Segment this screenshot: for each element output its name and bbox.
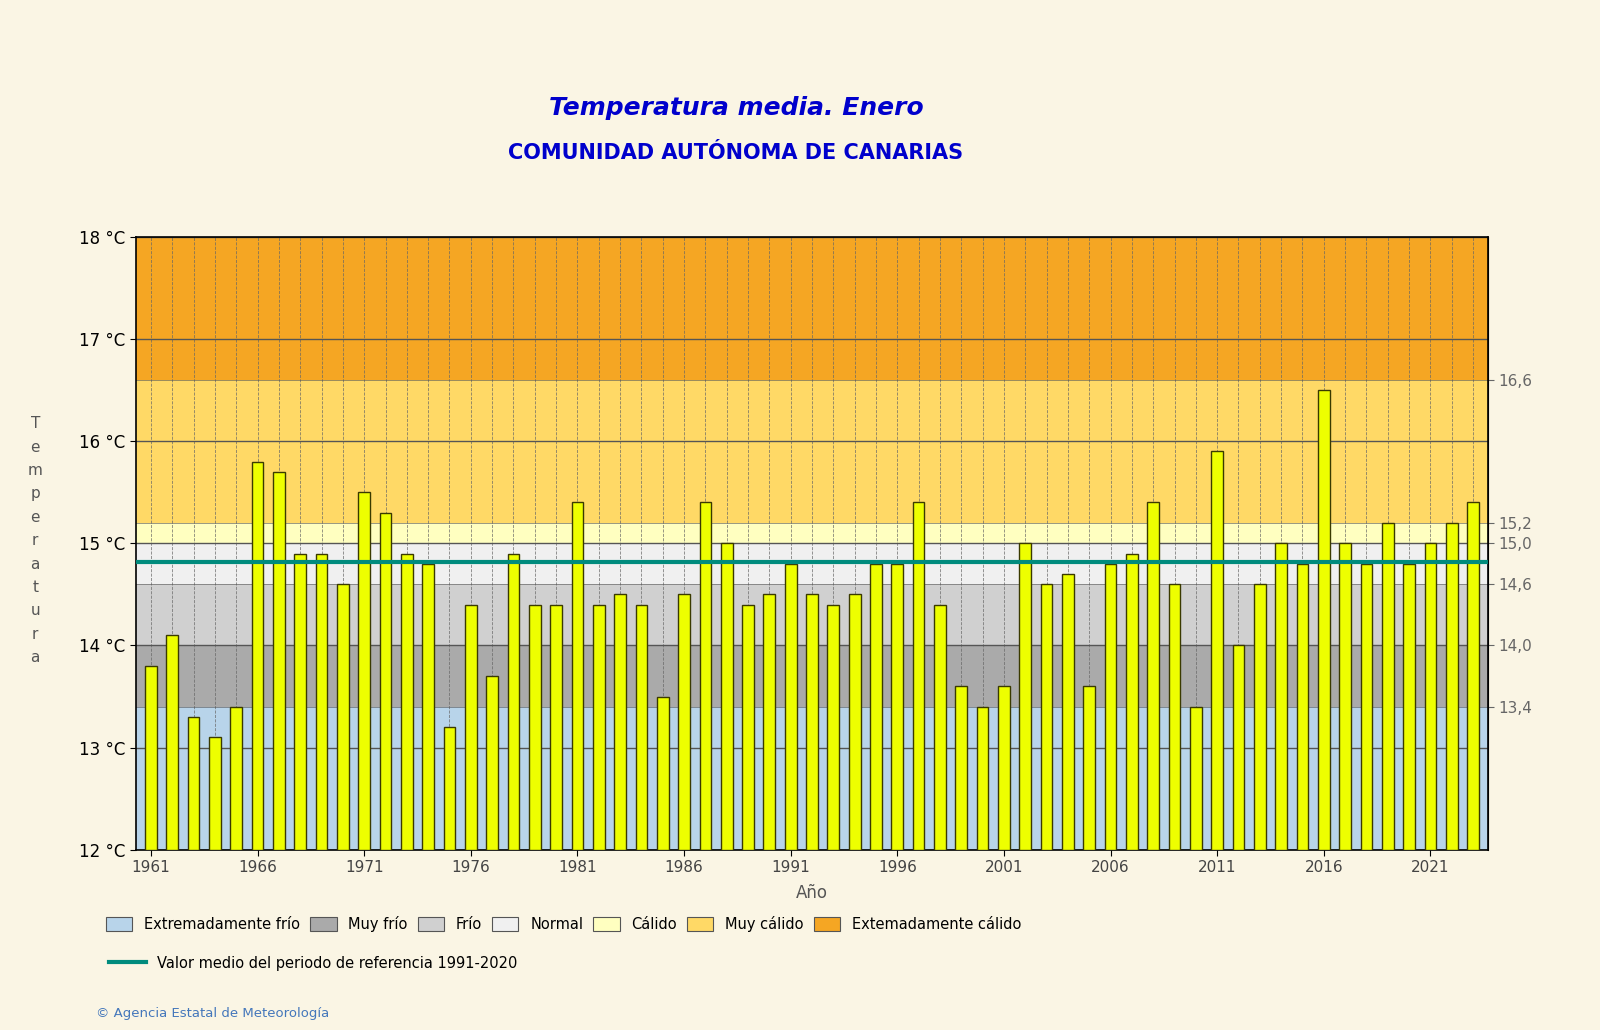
Bar — [230, 707, 242, 850]
Bar — [187, 717, 200, 850]
Bar — [136, 584, 1488, 646]
Bar — [614, 594, 626, 850]
Bar — [934, 605, 946, 850]
Bar — [594, 605, 605, 850]
Bar — [466, 605, 477, 850]
Legend: Extremadamente frío, Muy frío, Frío, Normal, Cálido, Muy cálido, Extemadamente c: Extremadamente frío, Muy frío, Frío, Nor… — [104, 914, 1024, 935]
Bar — [507, 553, 520, 850]
Bar — [1318, 390, 1330, 850]
Bar — [763, 594, 776, 850]
Legend: Valor medio del periodo de referencia 1991-2020: Valor medio del periodo de referencia 19… — [104, 950, 523, 976]
Bar — [315, 553, 328, 850]
Bar — [848, 594, 861, 850]
Bar — [358, 492, 370, 850]
Bar — [136, 523, 1488, 544]
Bar — [1360, 563, 1373, 850]
Bar — [1062, 574, 1074, 850]
Bar — [136, 380, 1488, 523]
Bar — [806, 594, 818, 850]
Bar — [1168, 584, 1181, 850]
Text: COMUNIDAD AUTÓNOMA DE CANARIAS: COMUNIDAD AUTÓNOMA DE CANARIAS — [509, 143, 963, 164]
Bar — [722, 544, 733, 850]
Bar — [166, 636, 178, 850]
Bar — [658, 696, 669, 850]
Bar — [1211, 451, 1222, 850]
Bar — [550, 605, 562, 850]
Bar — [136, 707, 1488, 850]
Bar — [699, 503, 712, 850]
Bar — [210, 737, 221, 850]
Text: T
e
m
p
e
r
a
t
u
r
a: T e m p e r a t u r a — [27, 416, 43, 665]
Bar — [338, 584, 349, 850]
Bar — [1126, 553, 1138, 850]
Bar — [422, 563, 434, 850]
Bar — [1382, 523, 1394, 850]
Text: Temperatura media. Enero: Temperatura media. Enero — [549, 96, 923, 121]
Bar — [870, 563, 882, 850]
Bar — [251, 461, 264, 850]
Text: © Agencia Estatal de Meteorología: © Agencia Estatal de Meteorología — [96, 1006, 330, 1020]
Bar — [1019, 544, 1030, 850]
Bar — [1104, 563, 1117, 850]
Bar — [443, 727, 456, 850]
X-axis label: Año: Año — [797, 884, 829, 901]
Bar — [1424, 544, 1437, 850]
Bar — [1040, 584, 1053, 850]
Bar — [1296, 563, 1309, 850]
Bar — [486, 676, 498, 850]
Bar — [827, 605, 838, 850]
Bar — [912, 503, 925, 850]
Bar — [891, 563, 902, 850]
Bar — [146, 665, 157, 850]
Bar — [1403, 563, 1414, 850]
Bar — [1232, 646, 1245, 850]
Bar — [955, 686, 966, 850]
Bar — [1147, 503, 1158, 850]
Bar — [786, 563, 797, 850]
Bar — [1083, 686, 1094, 850]
Bar — [1446, 523, 1458, 850]
Bar — [136, 237, 1488, 380]
Bar — [402, 553, 413, 850]
Bar — [379, 513, 392, 850]
Bar — [1275, 544, 1286, 850]
Bar — [998, 686, 1010, 850]
Bar — [976, 707, 989, 850]
Bar — [1190, 707, 1202, 850]
Bar — [635, 605, 648, 850]
Bar — [678, 594, 690, 850]
Bar — [274, 472, 285, 850]
Bar — [1467, 503, 1478, 850]
Bar — [136, 646, 1488, 707]
Bar — [742, 605, 754, 850]
Bar — [294, 553, 306, 850]
Bar — [136, 544, 1488, 584]
Bar — [1339, 544, 1350, 850]
Bar — [1254, 584, 1266, 850]
Bar — [530, 605, 541, 850]
Bar — [571, 503, 584, 850]
